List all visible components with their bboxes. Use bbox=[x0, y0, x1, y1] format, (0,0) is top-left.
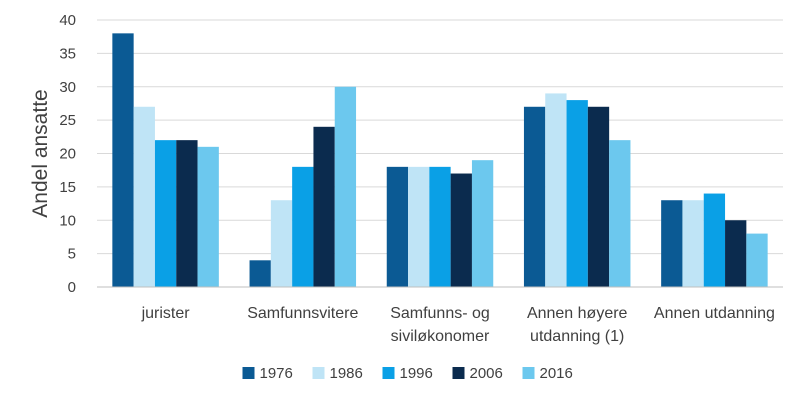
bar-1996-cat-2 bbox=[429, 166, 451, 287]
bar-1976-cat-2 bbox=[386, 166, 409, 287]
y-tick-label: 0 bbox=[68, 279, 76, 296]
bar-2006-cat-0 bbox=[176, 140, 198, 287]
y-axis-label: Andel ansatte bbox=[29, 89, 52, 217]
legend-label-1986: 1986 bbox=[330, 365, 363, 382]
legend-swatch-2016 bbox=[522, 367, 535, 379]
y-tick-label: 15 bbox=[59, 179, 76, 196]
legend-swatch-2006 bbox=[452, 367, 465, 379]
bar-1986-cat-0 bbox=[133, 106, 155, 288]
y-tick-label: 20 bbox=[59, 146, 76, 163]
x-category-label: jurister bbox=[141, 305, 191, 322]
y-tick-label: 25 bbox=[59, 112, 76, 129]
bar-1996-cat-1 bbox=[292, 166, 314, 287]
y-tick-label: 40 bbox=[59, 12, 76, 29]
bar-1986-cat-4 bbox=[682, 200, 704, 287]
x-category-label: Annen utdanning bbox=[654, 305, 775, 322]
y-tick-label: 10 bbox=[59, 212, 76, 229]
x-category-label: utdanning (1) bbox=[530, 328, 624, 345]
bar-1986-cat-1 bbox=[270, 200, 293, 287]
bar-2016-cat-2 bbox=[471, 160, 494, 287]
legend-swatch-1996 bbox=[382, 367, 395, 379]
legend-label-2006: 2006 bbox=[470, 365, 503, 382]
x-category-label: Annen høyere bbox=[527, 305, 628, 322]
legend-label-1976: 1976 bbox=[260, 365, 293, 382]
x-axis-categories: jurister Samfunnsvitere Samfunns- og sivilø… bbox=[141, 305, 775, 345]
bars bbox=[112, 33, 768, 288]
legend: 1976 1986 1996 2006 2016 bbox=[242, 365, 573, 382]
bar-1996-cat-4 bbox=[703, 193, 726, 287]
bar-2006-cat-4 bbox=[725, 220, 747, 287]
legend-swatch-1986 bbox=[312, 367, 325, 379]
bar-2016-cat-3 bbox=[609, 140, 631, 287]
bar-1976-cat-4 bbox=[661, 200, 683, 287]
y-tick-label: 30 bbox=[59, 79, 76, 96]
bar-1976-cat-3 bbox=[523, 106, 546, 288]
bar-2006-cat-3 bbox=[587, 106, 610, 288]
legend-swatch-1976 bbox=[242, 367, 255, 379]
x-category-label: siviløkonomer bbox=[391, 328, 490, 345]
legend-label-1996: 1996 bbox=[400, 365, 433, 382]
bar-1976-cat-0 bbox=[112, 33, 134, 287]
bar-2006-cat-2 bbox=[450, 173, 472, 287]
bar-1996-cat-3 bbox=[566, 100, 588, 287]
y-tick-label: 35 bbox=[59, 45, 76, 62]
bar-2016-cat-0 bbox=[197, 146, 219, 287]
y-axis-ticks: 0 5 10 15 20 25 30 35 40 bbox=[59, 12, 76, 296]
x-category-label: Samfunnsvitere bbox=[247, 305, 358, 322]
x-category-label: Samfunns- og bbox=[390, 305, 490, 322]
bar-1976-cat-1 bbox=[249, 260, 271, 287]
bar-1986-cat-3 bbox=[545, 93, 567, 287]
bar-1986-cat-2 bbox=[408, 166, 430, 287]
bar-2016-cat-4 bbox=[746, 233, 768, 287]
bar-2016-cat-1 bbox=[334, 86, 357, 287]
bar-1996-cat-0 bbox=[154, 140, 177, 287]
bar-2006-cat-1 bbox=[313, 126, 335, 287]
y-tick-label: 5 bbox=[68, 246, 76, 263]
legend-label-2016: 2016 bbox=[540, 365, 573, 382]
